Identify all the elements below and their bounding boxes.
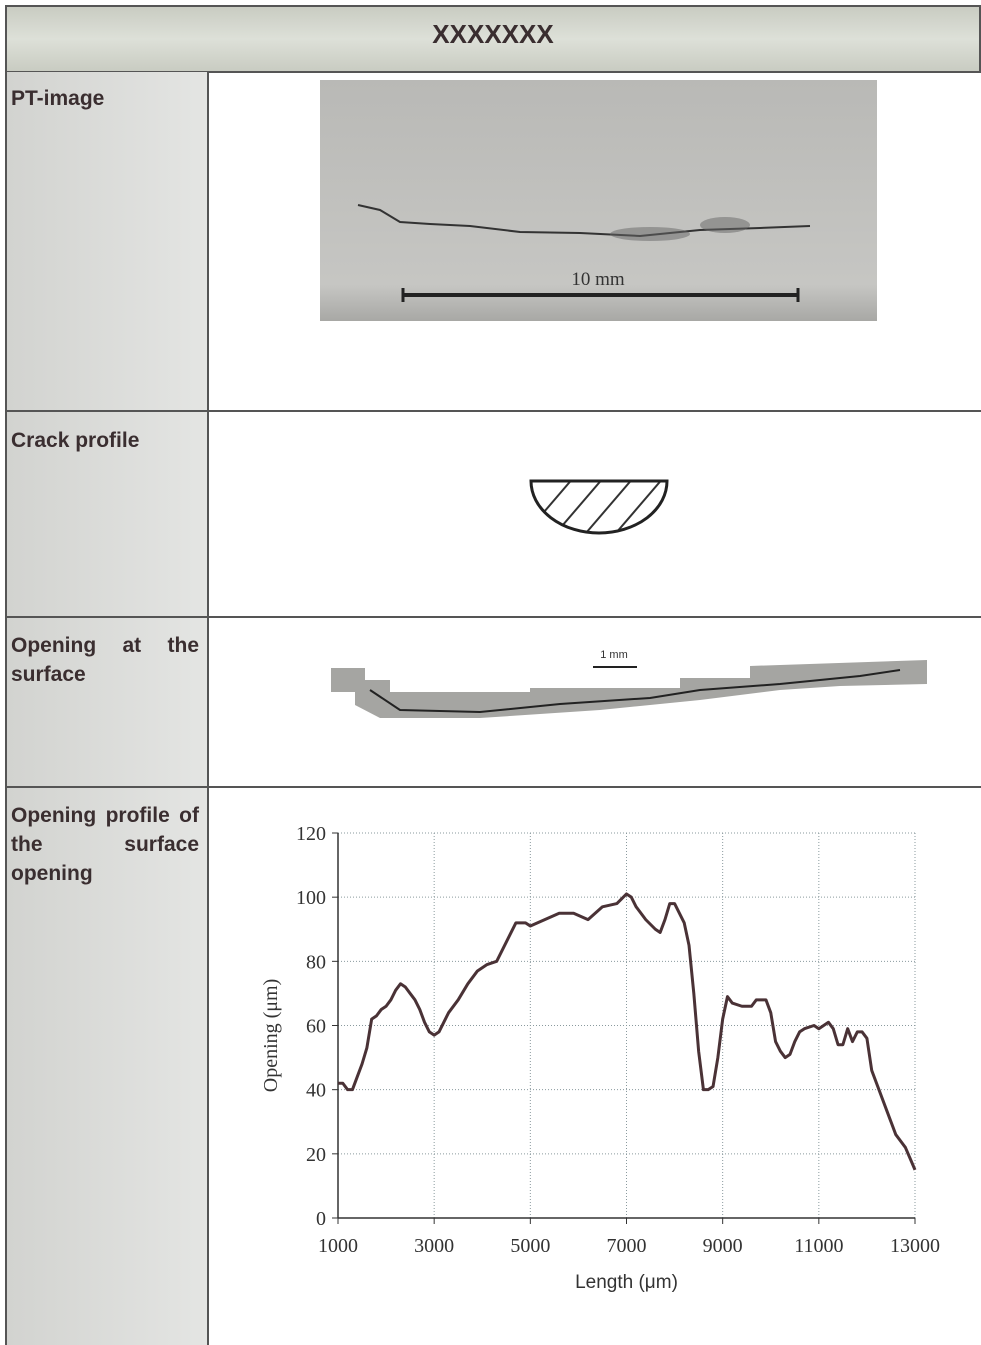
stain — [700, 217, 750, 233]
page: XXXXXXX PT-image Crack profile Opening a… — [0, 0, 981, 1345]
crack-profile — [520, 470, 700, 540]
y-tick-label: 20 — [306, 1144, 326, 1166]
drawings: 10 mm 1 mm 0 20 40 60 80 100 120 1000 3000 5000 70… — [0, 0, 981, 1345]
y-tick-label: 80 — [306, 951, 326, 973]
y-tick-label: 60 — [306, 1016, 326, 1038]
x-tick-label: 13000 — [890, 1235, 940, 1257]
y-tick-label: 40 — [306, 1080, 326, 1102]
x-tick-label: 9000 — [703, 1235, 743, 1257]
y-tick-label: 100 — [296, 887, 326, 909]
x-tick-label: 1000 — [318, 1235, 358, 1257]
x-tick-label: 5000 — [510, 1235, 550, 1257]
y-axis-label: Opening (μm) — [260, 979, 282, 1092]
mosaic — [331, 660, 927, 718]
scale-label: 10 mm — [571, 269, 625, 290]
opening-image: 1 mm — [331, 649, 927, 718]
stain — [610, 227, 690, 241]
x-tick-label: 3000 — [414, 1235, 454, 1257]
profile-shape — [531, 481, 667, 533]
y-tick-label: 0 — [316, 1208, 326, 1230]
pt-image: 10 mm — [320, 80, 877, 321]
scale-label: 1 mm — [600, 649, 628, 661]
y-tick-label: 120 — [296, 823, 326, 845]
x-axis-label: Length (μm) — [575, 1272, 678, 1293]
x-tick-label: 11000 — [794, 1235, 843, 1257]
x-tick-label: 7000 — [607, 1235, 647, 1257]
chart: 0 20 40 60 80 100 120 1000 3000 5000 7000 9000 11000… — [260, 823, 940, 1293]
